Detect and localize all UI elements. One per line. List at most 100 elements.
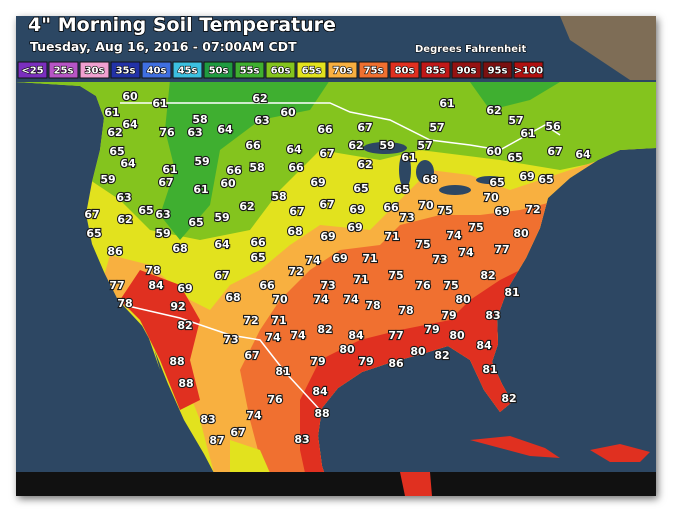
station-value: 63 — [116, 191, 131, 204]
legend-swatch — [48, 61, 79, 79]
legend-label: 85s — [426, 66, 446, 77]
station-value: 67 — [319, 147, 334, 160]
station-value: 69 — [310, 176, 325, 189]
station-value: 80 — [455, 293, 471, 306]
station-value: 71 — [362, 252, 377, 265]
station-value: 60 — [122, 90, 138, 103]
station-value: 59 — [155, 227, 170, 240]
station-value: 61 — [152, 97, 167, 110]
station-value: 82 — [434, 349, 449, 362]
legend-swatch — [420, 61, 451, 79]
station-value: 79 — [358, 355, 373, 368]
station-value: 76 — [415, 279, 431, 292]
legend-label: 60s — [271, 66, 291, 77]
units-label: Degrees Fahrenheit — [415, 44, 526, 55]
legend-swatch — [265, 61, 296, 79]
legend-label: 50s — [209, 66, 229, 77]
station-value: 69 — [332, 252, 347, 265]
legend-label: 80s — [395, 66, 415, 77]
station-value: 61 — [104, 106, 119, 119]
station-value: 63 — [254, 114, 269, 127]
station-value: 60 — [486, 145, 502, 158]
station-value: 81 — [504, 286, 519, 299]
station-value: 58 — [192, 113, 207, 126]
station-value: 65 — [138, 204, 153, 217]
station-value: 72 — [525, 203, 540, 216]
station-value: 66 — [383, 201, 399, 214]
station-value: 62 — [107, 126, 122, 139]
station-value: 81 — [275, 365, 290, 378]
legend-swatch — [203, 61, 234, 79]
station-value: 84 — [476, 339, 492, 352]
island — [470, 436, 560, 458]
station-value: 74 — [246, 409, 262, 422]
station-value: 77 — [109, 279, 124, 292]
station-value: 68 — [225, 291, 240, 304]
station-value: 62 — [239, 200, 254, 213]
station-value: 88 — [314, 407, 329, 420]
station-value: 80 — [410, 345, 426, 358]
border-line — [127, 305, 321, 411]
station-value: 68 — [287, 225, 302, 238]
island — [590, 444, 650, 462]
legend-label: >100 — [514, 66, 543, 77]
station-value: 65 — [538, 173, 553, 186]
legend-swatch — [141, 61, 172, 79]
lake — [399, 152, 411, 188]
station-value: 70 — [418, 199, 434, 212]
station-value: 72 — [243, 314, 258, 327]
station-value: 69 — [177, 282, 192, 295]
station-value: 73 — [399, 211, 414, 224]
station-value: 61 — [520, 127, 535, 140]
station-value: 84 — [348, 329, 364, 342]
station-value: 65 — [86, 227, 101, 240]
lake — [476, 176, 504, 184]
station-value: 64 — [214, 238, 230, 251]
station-value: 69 — [349, 203, 364, 216]
station-value: 72 — [288, 265, 303, 278]
lake — [363, 142, 407, 154]
station-value: 67 — [214, 269, 229, 282]
legend-swatch — [79, 61, 110, 79]
station-value: 66 — [317, 123, 333, 136]
legend-swatch — [327, 61, 358, 79]
station-value: 67 — [84, 208, 99, 221]
station-value: 83 — [200, 413, 215, 426]
station-value: 65 — [188, 216, 203, 229]
station-value: 62 — [486, 104, 501, 117]
station-value: 65 — [394, 183, 409, 196]
station-value: 64 — [120, 157, 136, 170]
station-value: 83 — [294, 433, 309, 446]
station-value: 65 — [250, 251, 265, 264]
station-value: 62 — [117, 213, 132, 226]
station-value: 74 — [313, 293, 329, 306]
station-value: 58 — [249, 161, 264, 174]
station-value: 82 — [501, 392, 516, 405]
legend-label: 30s — [85, 66, 105, 77]
station-value: 66 — [250, 236, 266, 249]
station-value: 70 — [483, 191, 499, 204]
legend-label: 35s — [116, 66, 136, 77]
station-value: 60 — [280, 106, 296, 119]
station-value: 69 — [494, 205, 509, 218]
station-value: 56 — [545, 120, 561, 133]
station-value: 83 — [485, 309, 500, 322]
station-value: 75 — [468, 221, 483, 234]
legend-swatch — [513, 61, 544, 79]
station-value: 64 — [122, 118, 138, 131]
station-value: 64 — [575, 148, 591, 161]
station-value: 67 — [357, 121, 372, 134]
legend-label: 75s — [364, 66, 384, 77]
legend-swatch — [17, 61, 48, 79]
station-value: 75 — [443, 279, 458, 292]
station-value: 71 — [384, 230, 399, 243]
station-value: 67 — [158, 176, 173, 189]
station-value: 62 — [348, 139, 363, 152]
station-value: 67 — [289, 205, 304, 218]
station-value: 87 — [209, 434, 224, 447]
station-value: 76 — [159, 126, 175, 139]
station-value: 66 — [259, 279, 275, 292]
border-line — [120, 102, 561, 151]
greenland — [560, 16, 656, 80]
